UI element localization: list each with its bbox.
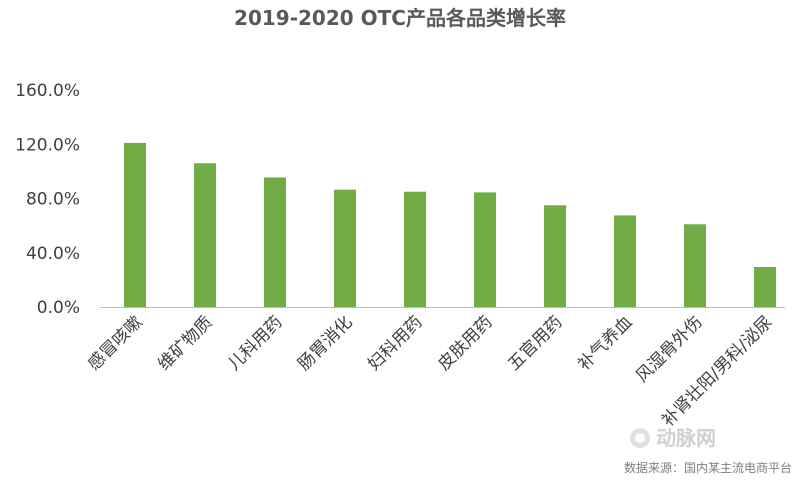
y-tick-label: 80.0% xyxy=(26,190,80,210)
y-tick-label: 0.0% xyxy=(37,298,80,318)
bar xyxy=(684,224,706,307)
bar xyxy=(544,205,566,307)
bars xyxy=(124,142,776,307)
bar xyxy=(614,215,636,307)
watermark: 动脉网 xyxy=(630,426,716,450)
x-tick-label: 肠胃消化 xyxy=(294,312,356,374)
bar xyxy=(194,163,216,307)
bar xyxy=(404,191,426,307)
bar xyxy=(124,142,146,307)
x-axis: 感冒咳嗽 维矿物质 儿科用药 肠胃消化 妇科用药 皮肤用药 五官用药 补气养血风湿骨外伤补肾壮… xyxy=(84,312,776,430)
y-tick-label: 120.0% xyxy=(15,135,80,155)
y-axis: 0.0% 40.0% 80.0% 120.0% 160.0% xyxy=(15,81,80,318)
x-tick-label: 五官用药 xyxy=(504,312,566,374)
x-tick-label: 儿科用药 xyxy=(224,312,286,374)
x-tick-label: 风湿骨外伤 xyxy=(632,312,706,386)
source-note: 数据来源：国内某主流电商平台 xyxy=(624,460,792,475)
watermark-logo-icon xyxy=(630,428,650,448)
x-tick-label: 皮肤用药 xyxy=(434,312,496,374)
bar xyxy=(334,189,356,307)
watermark-text: 动脉网 xyxy=(656,426,716,450)
y-tick-label: 160.0% xyxy=(15,81,80,101)
x-tick-label: 维矿物质 xyxy=(154,312,216,374)
chart-title: 2019-2020 OTC产品各品类增长率 xyxy=(234,6,566,30)
x-tick-label: 妇科用药 xyxy=(364,312,426,374)
bar xyxy=(264,177,286,307)
y-tick-label: 40.0% xyxy=(26,244,80,264)
bar xyxy=(754,266,776,307)
x-tick-label: 补气养血 xyxy=(574,312,636,374)
x-tick-label: 感冒咳嗽 xyxy=(84,312,146,374)
bar xyxy=(474,192,496,307)
